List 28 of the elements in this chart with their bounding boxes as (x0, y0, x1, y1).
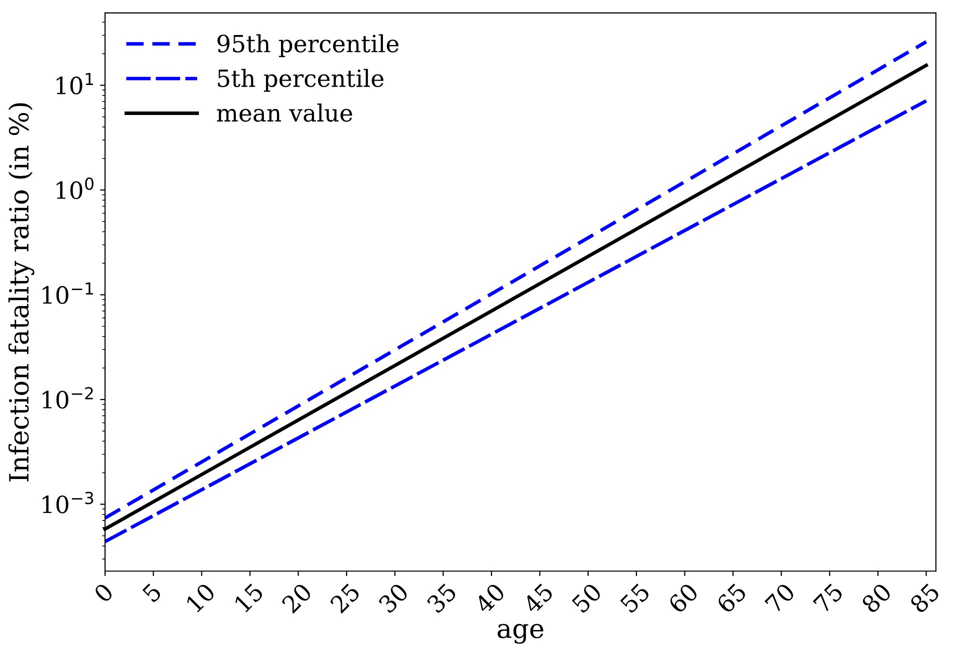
y-tick-label: 10$^{0}$ (56, 178, 94, 200)
x-tick-label: 35 (426, 582, 458, 614)
y-axis-title: Infection fatality ratio (in %) (8, 103, 34, 482)
x-tick-label: 45 (522, 582, 554, 614)
x-tick-label: 75 (812, 582, 844, 614)
legend-label: 95th percentile (218, 34, 398, 58)
x-tick-label: 15 (234, 582, 264, 613)
x-tick-label: 50 (571, 582, 602, 614)
y-tick-label: 10$^{−1}$ (42, 282, 93, 304)
legend-label: 5th percentile (218, 68, 384, 92)
x-tick-label: 25 (329, 582, 361, 614)
x-tick-label: 65 (716, 582, 748, 614)
x-tick-label: 55 (620, 582, 651, 614)
x-tick-label: 10 (185, 582, 216, 613)
y-tick-label: 10$^{1}$ (56, 72, 94, 94)
x-tick-label: 85 (908, 582, 940, 614)
x-tick-label: 80 (860, 582, 892, 614)
legend-label: mean value (216, 104, 352, 122)
x-tick-label: 40 (474, 582, 506, 614)
x-axis-title: age (498, 624, 544, 644)
x-tick-label: 5 (142, 582, 162, 603)
x-tick-label: 70 (764, 582, 796, 614)
x-tick-label: 0 (93, 582, 114, 604)
y-tick-label: 10$^{−3}$ (42, 492, 94, 514)
x-tick-label: 30 (378, 582, 410, 614)
x-tick-label: 20 (280, 582, 313, 614)
x-tick-label: 60 (667, 582, 700, 614)
y-tick-label: 10$^{−2}$ (42, 387, 93, 409)
